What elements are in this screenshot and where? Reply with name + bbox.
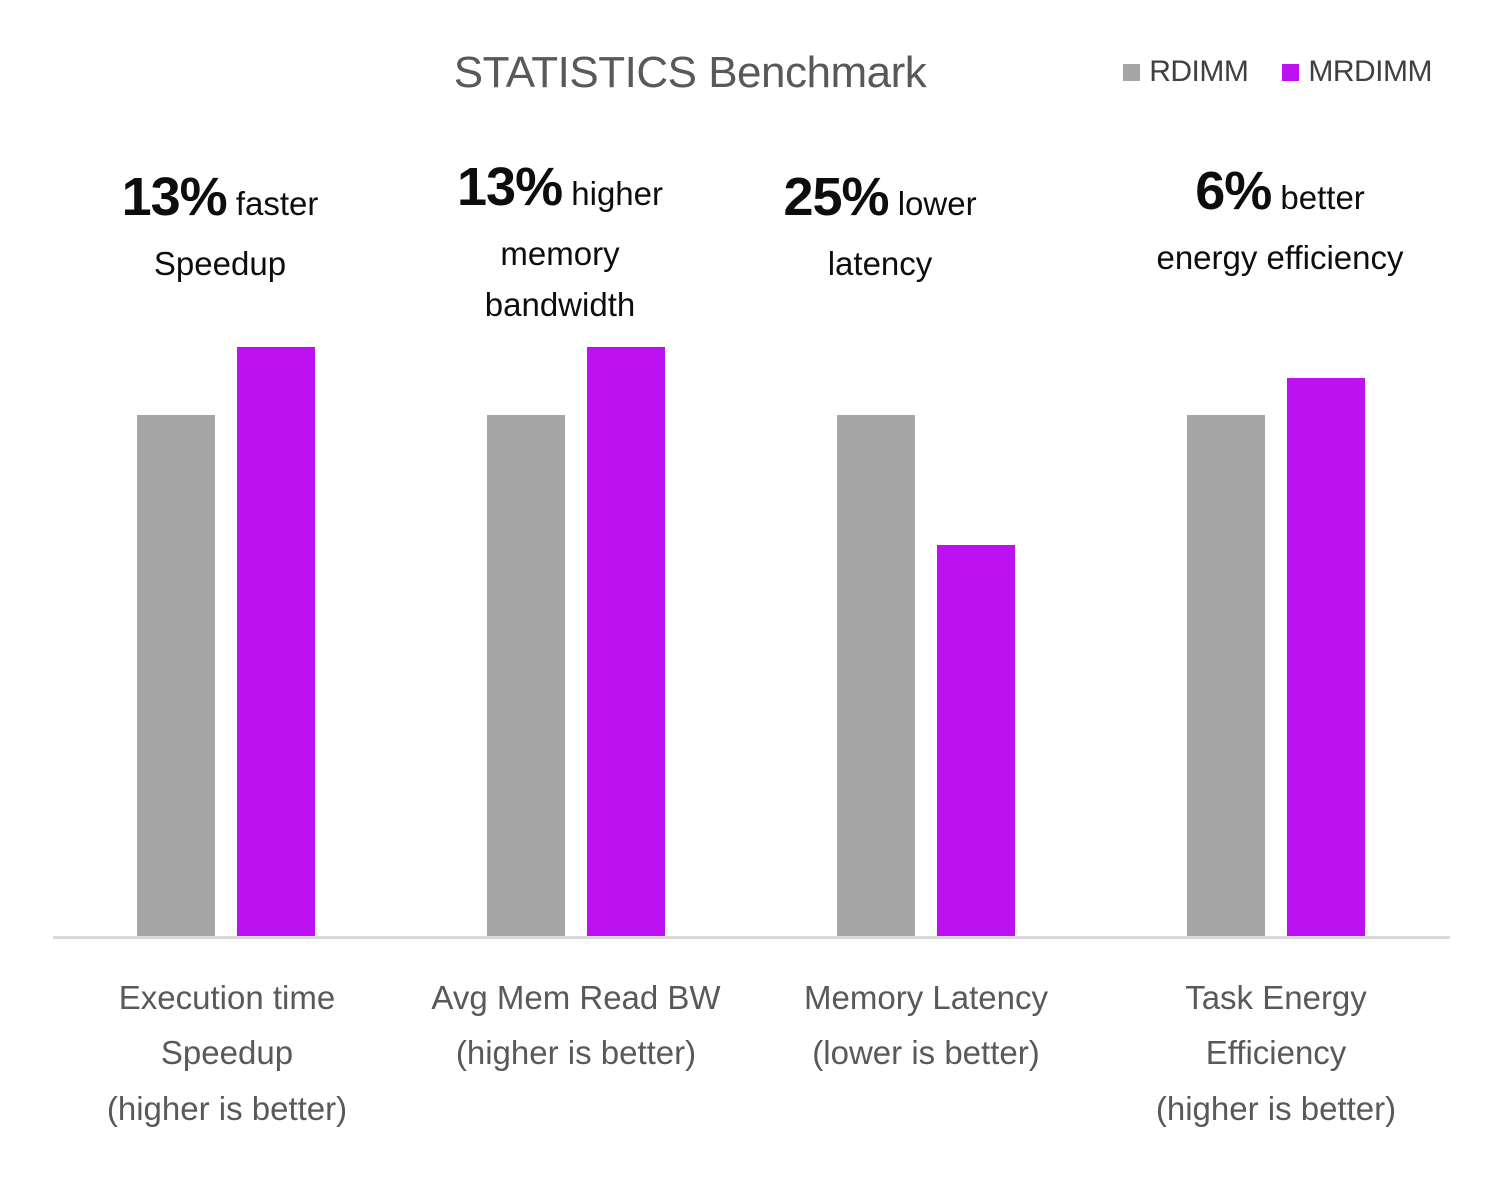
- category-label-line: (higher is better): [106, 1089, 348, 1127]
- annotation-extra-line: bandwidth: [484, 286, 636, 324]
- annotation-extra-line: latency: [827, 245, 933, 282]
- bar-rdimm-group-4: [1187, 415, 1265, 937]
- category-label-line: Avg Mem Read BW: [431, 979, 721, 1016]
- category-label-group-1: Execution time Speedup (higher is better): [47, 970, 407, 1136]
- category-label-group-3: Memory Latency (lower is better): [746, 970, 1106, 1081]
- annotation-suffix: faster: [226, 185, 319, 222]
- bar-mrdimm-group-1: [237, 347, 315, 937]
- category-label-group-2: Avg Mem Read BW (higher is better): [396, 970, 756, 1081]
- annotation-extra-line: memory: [500, 235, 620, 272]
- annotation-percent: 6%: [1195, 161, 1272, 221]
- bar-mrdimm-group-3: [937, 545, 1015, 937]
- annotation-suffix: lower: [888, 185, 977, 222]
- chart-title: STATISTICS Benchmark: [453, 48, 927, 97]
- annotation-percent: 13%: [457, 157, 563, 217]
- category-label-line: Memory Latency: [804, 979, 1048, 1016]
- annotation-extra-line: energy efficiency: [1156, 239, 1404, 276]
- annotation-suffix: higher: [562, 175, 663, 212]
- annotation-suffix: better: [1271, 179, 1365, 216]
- annotation-percent: 25%: [783, 167, 889, 227]
- category-label-line: Task Energy: [1185, 979, 1367, 1016]
- bar-mrdimm-group-2: [587, 347, 665, 937]
- annotation-group-2: 13% higher memory bandwidth: [360, 156, 760, 330]
- annotation-extra-line: Speedup: [153, 245, 287, 282]
- annotation-headline: 25% lower: [680, 166, 1080, 228]
- legend: RDIMM MRDIMM: [1123, 55, 1432, 89]
- bar-rdimm-group-1: [137, 415, 215, 937]
- category-label-line: Execution time: [118, 979, 336, 1016]
- category-label-line: (higher is better): [455, 1034, 697, 1072]
- bar-rdimm-group-2: [487, 415, 565, 937]
- annotation-percent: 13%: [121, 167, 228, 227]
- legend-label-mrdimm: MRDIMM: [1308, 55, 1432, 88]
- category-label-line: Speedup: [160, 1034, 294, 1072]
- bar-mrdimm-group-4: [1287, 378, 1365, 937]
- legend-swatch-rdimm-icon: [1123, 63, 1141, 81]
- category-label-group-4: Task Energy Efficiency (higher is better): [1096, 970, 1456, 1136]
- bar-rdimm-group-3: [837, 415, 915, 937]
- annotation-headline: 13% faster: [20, 166, 420, 228]
- category-label-line: Efficiency: [1205, 1034, 1347, 1072]
- annotation-headline: 6% better: [1080, 160, 1480, 222]
- legend-swatch-mrdimm-icon: [1282, 63, 1300, 81]
- annotation-headline: 13% higher: [360, 156, 760, 218]
- category-label-line: (higher is better): [1155, 1089, 1397, 1127]
- annotation-group-1: 13% faster Speedup: [20, 166, 420, 289]
- legend-item-mrdimm: MRDIMM: [1282, 55, 1432, 89]
- annotation-group-3: 25% lower latency: [680, 166, 1080, 289]
- x-axis-line: [53, 936, 1450, 939]
- category-label-line: (lower is better): [812, 1034, 1040, 1072]
- legend-item-rdimm: RDIMM: [1123, 55, 1249, 89]
- legend-label-rdimm: RDIMM: [1149, 55, 1249, 88]
- annotation-group-4: 6% better energy efficiency: [1080, 160, 1480, 283]
